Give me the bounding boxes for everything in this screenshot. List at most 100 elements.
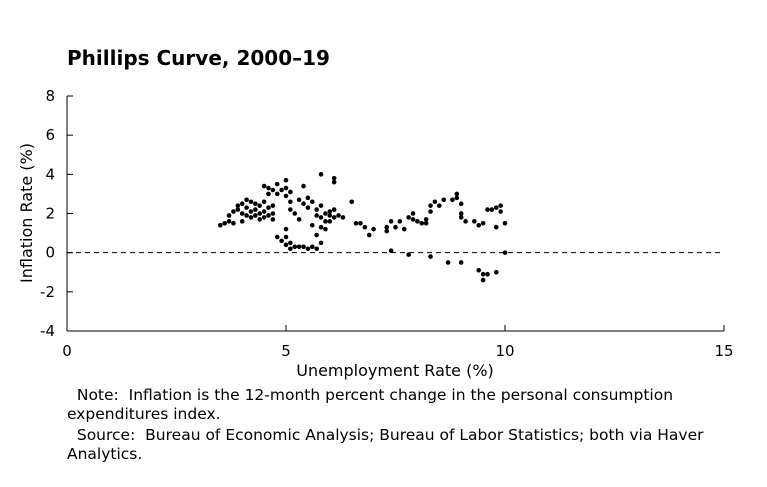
- x-tick-label: 5: [281, 342, 291, 360]
- data-point: [432, 199, 438, 205]
- data-point: [463, 219, 468, 224]
- data-point: [296, 244, 302, 250]
- x-tick-label: 10: [495, 342, 514, 360]
- data-point: [248, 215, 254, 220]
- data-point: [257, 217, 263, 222]
- data-point: [244, 205, 249, 210]
- data-point: [226, 219, 232, 224]
- data-point: [406, 252, 411, 257]
- data-point: [261, 215, 267, 220]
- data-point: [428, 209, 433, 214]
- data-point: [292, 211, 298, 216]
- data-point: [410, 217, 416, 222]
- data-point: [323, 211, 328, 216]
- y-tick-label: 0: [45, 244, 55, 262]
- data-point: [231, 220, 236, 226]
- data-point: [489, 207, 495, 212]
- data-point: [323, 219, 328, 224]
- data-point: [480, 277, 486, 283]
- data-point: [261, 209, 267, 214]
- data-point: [296, 197, 302, 203]
- data-point: [502, 220, 508, 226]
- data-point: [472, 219, 477, 224]
- data-point: [270, 187, 276, 193]
- data-point: [331, 179, 337, 185]
- data-point: [239, 219, 245, 224]
- data-point: [239, 211, 245, 216]
- data-point: [388, 248, 394, 254]
- data-point: [318, 215, 324, 220]
- data-points: [218, 172, 508, 283]
- data-point: [331, 215, 337, 220]
- data-point: [445, 260, 451, 265]
- data-point: [226, 213, 232, 218]
- data-point: [283, 185, 289, 191]
- data-point: [327, 209, 333, 214]
- data-point: [305, 195, 311, 201]
- data-point: [454, 191, 460, 197]
- data-point: [270, 211, 276, 216]
- data-point: [318, 224, 324, 230]
- data-point: [274, 191, 280, 197]
- data-point: [257, 211, 263, 216]
- data-point: [388, 219, 394, 224]
- data-point: [257, 203, 263, 208]
- data-point: [397, 219, 403, 224]
- data-point: [261, 183, 267, 189]
- data-point: [253, 213, 258, 218]
- data-point: [476, 267, 482, 273]
- data-point: [301, 201, 306, 207]
- data-point: [458, 260, 464, 265]
- data-point: [274, 234, 280, 240]
- data-point: [493, 205, 499, 210]
- data-point: [266, 213, 271, 218]
- data-point: [288, 246, 293, 252]
- data-point: [283, 234, 289, 240]
- data-point: [314, 246, 319, 252]
- data-point: [283, 242, 289, 248]
- data-point: [331, 175, 337, 181]
- data-point: [480, 220, 486, 226]
- data-point: [349, 199, 355, 205]
- data-point: [222, 220, 227, 226]
- data-point: [318, 240, 324, 246]
- data-point: [406, 215, 411, 220]
- data-point: [441, 197, 446, 203]
- data-point: [301, 244, 306, 250]
- data-point: [362, 224, 368, 230]
- data-point: [288, 199, 293, 205]
- data-point: [393, 224, 398, 230]
- data-point: [458, 201, 464, 207]
- data-point: [498, 203, 503, 208]
- data-point: [253, 207, 258, 212]
- data-point: [476, 222, 482, 228]
- data-point: [266, 191, 271, 197]
- data-point: [248, 199, 254, 205]
- y-tick-label: 4: [45, 165, 55, 183]
- data-point: [493, 224, 499, 230]
- data-point: [261, 199, 267, 205]
- data-point: [314, 232, 319, 238]
- data-point: [458, 215, 464, 220]
- data-point: [498, 209, 503, 214]
- y-tick-label: -2: [40, 283, 55, 301]
- data-point: [218, 222, 223, 228]
- data-point: [266, 185, 271, 191]
- data-point: [239, 201, 245, 207]
- x-tick-label: 0: [62, 342, 72, 360]
- data-point: [493, 269, 499, 275]
- note-text: Note: Inflation is the 12-month percent …: [67, 386, 678, 423]
- data-point: [266, 205, 271, 210]
- data-point: [423, 220, 429, 226]
- data-point: [279, 187, 284, 193]
- data-point: [314, 213, 319, 218]
- data-point: [279, 238, 284, 244]
- data-point: [415, 219, 420, 224]
- data-point: [274, 181, 280, 187]
- data-point: [296, 217, 302, 222]
- data-point: [327, 213, 333, 218]
- data-point: [340, 215, 346, 220]
- data-point: [318, 172, 324, 177]
- x-axis-label: Unemployment Rate (%): [296, 361, 494, 380]
